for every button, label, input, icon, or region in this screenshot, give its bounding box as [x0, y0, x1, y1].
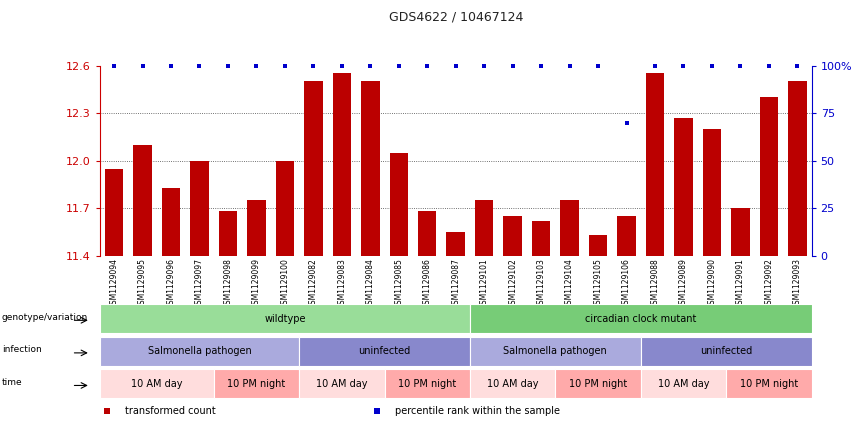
Bar: [617, 216, 635, 256]
Text: 10 PM night: 10 PM night: [740, 379, 798, 389]
Bar: [161, 188, 181, 256]
Text: Salmonella pathogen: Salmonella pathogen: [148, 346, 252, 356]
Bar: [214, 369, 299, 398]
Text: GSM1129092: GSM1129092: [765, 258, 773, 309]
Text: 10 PM night: 10 PM night: [398, 379, 457, 389]
Text: GSM1129093: GSM1129093: [792, 258, 802, 309]
Bar: [247, 201, 266, 256]
Text: 10 AM day: 10 AM day: [487, 379, 538, 389]
Text: GDS4622 / 10467124: GDS4622 / 10467124: [389, 11, 523, 24]
Text: wildtype: wildtype: [264, 314, 306, 324]
Text: GSM1129087: GSM1129087: [451, 258, 460, 309]
Text: GSM1129102: GSM1129102: [508, 258, 517, 309]
Bar: [276, 161, 294, 256]
Text: 10 PM night: 10 PM night: [227, 379, 286, 389]
Text: 10 AM day: 10 AM day: [316, 379, 367, 389]
Bar: [299, 337, 470, 366]
Bar: [100, 369, 214, 398]
Bar: [503, 216, 522, 256]
Bar: [332, 74, 351, 256]
Bar: [532, 221, 550, 256]
Text: GSM1129103: GSM1129103: [536, 258, 546, 309]
Text: GSM1129082: GSM1129082: [309, 258, 318, 309]
Bar: [561, 201, 579, 256]
Bar: [361, 81, 379, 256]
Bar: [470, 337, 641, 366]
Bar: [641, 369, 727, 398]
Text: uninfected: uninfected: [358, 346, 411, 356]
Bar: [390, 153, 408, 256]
Text: GSM1129097: GSM1129097: [195, 258, 204, 309]
Text: 10 AM day: 10 AM day: [658, 379, 709, 389]
Text: GSM1129096: GSM1129096: [167, 258, 175, 309]
Text: circadian clock mutant: circadian clock mutant: [585, 314, 696, 324]
Text: Salmonella pathogen: Salmonella pathogen: [503, 346, 608, 356]
Text: 10 PM night: 10 PM night: [569, 379, 628, 389]
Bar: [727, 369, 812, 398]
Text: percentile rank within the sample: percentile rank within the sample: [395, 406, 560, 416]
Bar: [219, 212, 237, 256]
Text: GSM1129084: GSM1129084: [365, 258, 375, 309]
Bar: [105, 169, 123, 256]
Bar: [100, 337, 299, 366]
Bar: [475, 201, 493, 256]
Text: genotype/variation: genotype/variation: [2, 313, 89, 321]
Bar: [674, 118, 693, 256]
Text: transformed count: transformed count: [125, 406, 215, 416]
Text: GSM1129105: GSM1129105: [594, 258, 602, 309]
Bar: [703, 129, 721, 256]
Text: GSM1129098: GSM1129098: [223, 258, 233, 309]
Text: GSM1129104: GSM1129104: [565, 258, 574, 309]
Bar: [100, 304, 470, 333]
Text: GSM1129083: GSM1129083: [338, 258, 346, 309]
Text: GSM1129094: GSM1129094: [109, 258, 119, 309]
Text: uninfected: uninfected: [700, 346, 753, 356]
Bar: [470, 304, 812, 333]
Bar: [134, 145, 152, 256]
Bar: [641, 337, 812, 366]
Bar: [788, 81, 806, 256]
Bar: [418, 212, 437, 256]
Bar: [385, 369, 470, 398]
Bar: [760, 97, 778, 256]
Bar: [299, 369, 385, 398]
Text: infection: infection: [2, 345, 42, 354]
Text: 10 AM day: 10 AM day: [131, 379, 182, 389]
Text: GSM1129090: GSM1129090: [707, 258, 716, 309]
Bar: [304, 81, 323, 256]
Text: GSM1129095: GSM1129095: [138, 258, 147, 309]
Text: GSM1129085: GSM1129085: [394, 258, 404, 309]
Text: GSM1129099: GSM1129099: [252, 258, 261, 309]
Bar: [589, 235, 608, 256]
Text: GSM1129089: GSM1129089: [679, 258, 688, 309]
Text: GSM1129100: GSM1129100: [280, 258, 289, 309]
Text: GSM1129086: GSM1129086: [423, 258, 431, 309]
Bar: [190, 161, 208, 256]
Bar: [446, 232, 465, 256]
Text: time: time: [2, 378, 23, 387]
Bar: [556, 369, 641, 398]
Text: GSM1129088: GSM1129088: [650, 258, 660, 309]
Bar: [470, 369, 556, 398]
Bar: [646, 74, 664, 256]
Text: GSM1129101: GSM1129101: [480, 258, 489, 309]
Text: GSM1129106: GSM1129106: [622, 258, 631, 309]
Bar: [731, 208, 750, 256]
Text: GSM1129091: GSM1129091: [736, 258, 745, 309]
